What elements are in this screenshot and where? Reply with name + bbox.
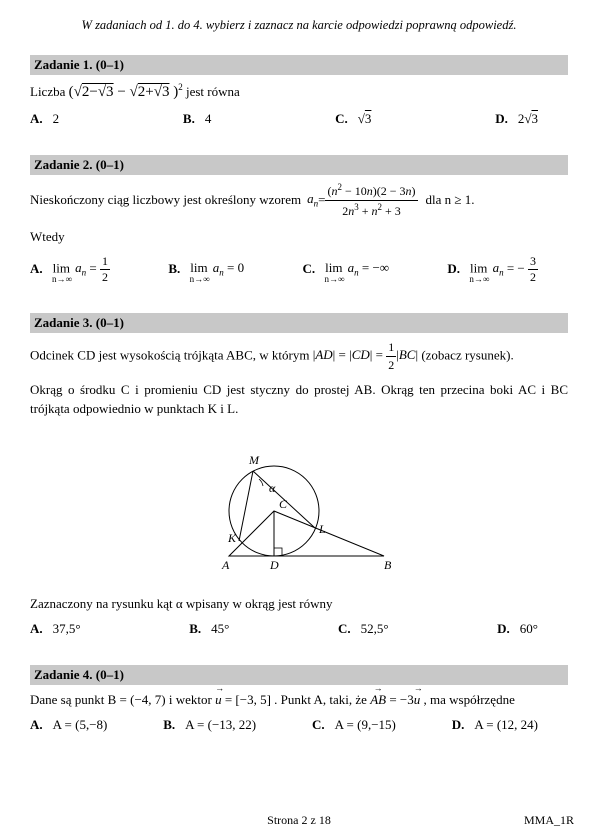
task2-answer-a[interactable]: A. limn→∞ an = 12 [30,254,110,285]
task4-header: Zadanie 4. (0–1) [30,665,568,685]
task1-answers: A.2 B.4 C.√3 D.2√3 [30,111,568,127]
task4-answer-b[interactable]: B.A = (−13, 22) [163,717,256,733]
task3-equality: |AD| = |CD| = 12|BC| [313,347,418,362]
task1-body: Liczba (√2−√3 − √2+√3 )2 jest równa [30,81,568,103]
task3-body2: Okrąg o środku C i promieniu CD jest sty… [30,381,568,417]
vector-ab-icon: AB [370,691,386,709]
footer-doc-code: MMA_1R [524,813,574,828]
task2-answer-d[interactable]: D. limn→∞ an = − 32 [447,254,538,285]
svg-text:K: K [227,531,237,545]
task3-body1: Odcinek CD jest wysokością trójkąta ABC,… [30,339,568,374]
task4-answer-d[interactable]: D.A = (12, 24) [452,717,538,733]
task2-answer-b[interactable]: B. limn→∞ an = 0 [168,254,244,285]
task2-answers: A. limn→∞ an = 12 B. limn→∞ an = 0 C. li… [30,254,568,285]
lim-expr-b: limn→∞ an = 0 [190,260,244,278]
task3-header: Zadanie 3. (0–1) [30,313,568,333]
task1-answer-a[interactable]: A.2 [30,111,59,127]
task2-formula: an = (n2 − 10n)(2 − 3n)2n3 + n2 + 3 [307,181,417,220]
svg-text:A: A [221,558,230,572]
task1-answer-d[interactable]: D.2√3 [495,111,538,127]
task4-answers: A.A = (5,−8) B.A = (−13, 22) C.A = (9,−1… [30,717,568,733]
task1-expression: (√2−√3 − √2+√3 )2 [69,84,183,100]
task3-diagram: M α C K L A D B [30,426,568,585]
task2-answer-c[interactable]: C. limn→∞ an = −∞ [302,254,389,285]
task4-text-a: Dane są punkt B = (−4, 7) i wektor [30,692,215,707]
task1-prefix: Liczba [30,84,69,99]
task1-answer-b[interactable]: B.4 [183,111,211,127]
task1-answer-c[interactable]: C.√3 [335,111,371,127]
task1-suffix: jest równa [186,84,240,99]
page-footer: Strona 2 z 18 MMA_1R [0,813,598,828]
lim-expr-d: limn→∞ an = − 32 [470,254,538,285]
task2-wtedy: Wtedy [30,228,568,246]
2sqrt3-icon: 2√3 [518,111,538,127]
task3-answers: A.37,5° B.45° C.52,5° D.60° [30,621,568,637]
sqrt3-icon: √3 [358,111,372,127]
lim-expr-c: limn→∞ an = −∞ [325,260,389,278]
task3-answer-b[interactable]: B.45° [189,621,229,637]
task3-text-a: Odcinek CD jest wysokością trójkąta ABC,… [30,347,313,362]
task4-answer-c[interactable]: C.A = (9,−15) [312,717,396,733]
task3-after: Zaznaczony na rysunku kąt α wpisany w ok… [30,595,568,613]
geometry-diagram-icon: M α C K L A D B [184,426,414,581]
task2-body: Nieskończony ciąg liczbowy jest określon… [30,181,568,220]
svg-text:α: α [269,481,276,495]
task3-answer-a[interactable]: A.37,5° [30,621,81,637]
task4-body: Dane są punkt B = (−4, 7) i wektor u = [… [30,691,568,709]
task1-header: Zadanie 1. (0–1) [30,55,568,75]
task4-text-b: . Punkt A, taki, że [274,692,370,707]
svg-text:M: M [248,453,260,467]
svg-text:D: D [269,558,279,572]
svg-text:L: L [318,522,326,536]
svg-text:B: B [384,558,392,572]
svg-text:C: C [279,497,288,511]
task2-header: Zadanie 2. (0–1) [30,155,568,175]
task3-answer-d[interactable]: D.60° [497,621,538,637]
task2-text-a: Nieskończony ciąg liczbowy jest określon… [30,191,307,209]
footer-page-number: Strona 2 z 18 [0,813,598,828]
task2-text-b: dla n ≥ 1. [418,191,475,209]
task4-answer-a[interactable]: A.A = (5,−8) [30,717,107,733]
task4-text-c: , ma współrzędne [424,692,515,707]
page-instruction: W zadaniach od 1. do 4. wybierz i zaznac… [30,18,568,33]
vector-u-icon: u [215,691,222,709]
task3-text-b: (zobacz rysunek). [421,347,513,362]
lim-expr-a: limn→∞ an = 12 [53,254,110,285]
task3-answer-c[interactable]: C.52,5° [338,621,389,637]
